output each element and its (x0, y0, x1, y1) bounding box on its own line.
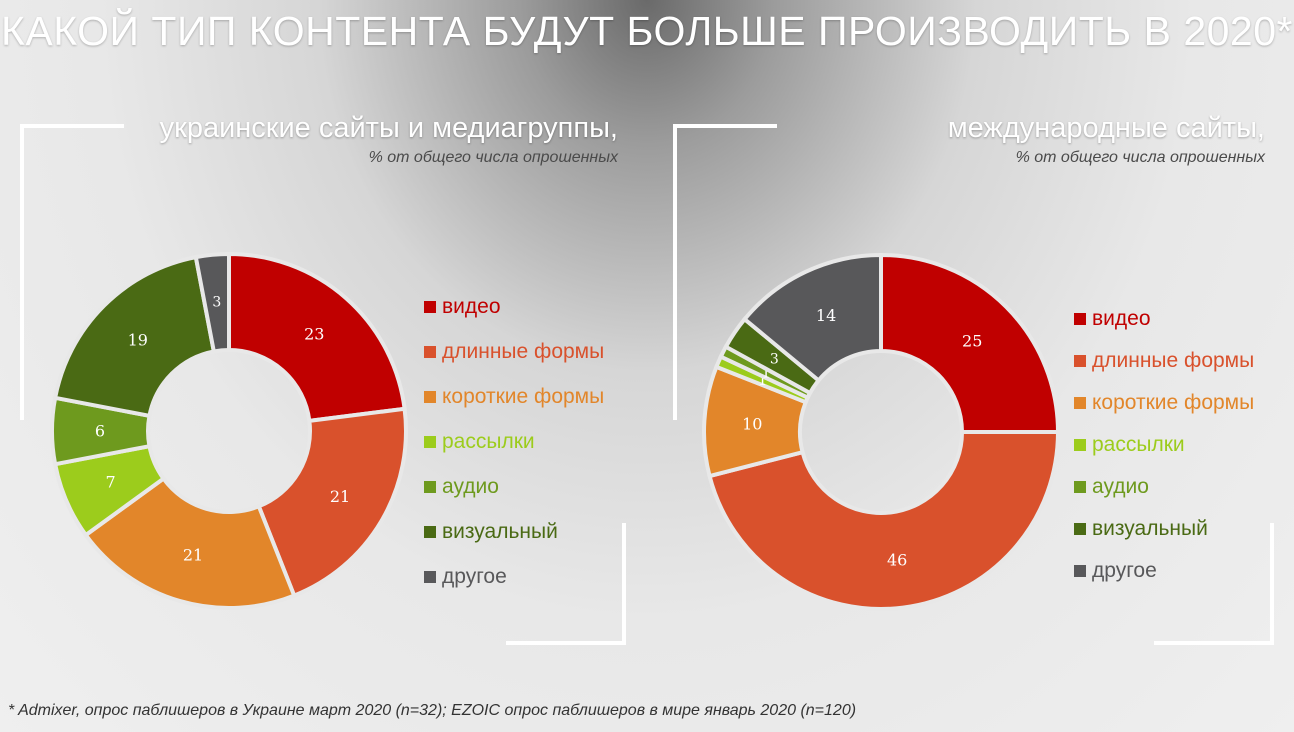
legend-label: рассылки (1092, 433, 1185, 456)
legend-swatch (1074, 397, 1086, 409)
slice-long-form (707, 430, 1061, 611)
legend-item-video: видео (424, 284, 604, 329)
data-label-audio: 6 (95, 422, 105, 441)
legend-label: длинные формы (1092, 349, 1255, 372)
data-label-short-form: 10 (742, 414, 762, 433)
slice-long-form (256, 406, 408, 599)
chart-title: международные сайты, (947, 112, 1265, 144)
legend-label: визуальный (442, 519, 558, 543)
page-title: КАКОЙ ТИП КОНТЕНТА БУДУТ БОЛЬШЕ ПРОИЗВОД… (1, 8, 1293, 54)
data-label-long-form: 21 (330, 487, 350, 506)
legend-swatch (1074, 523, 1086, 535)
legend-item-audio: аудио (424, 464, 604, 509)
legend-swatch (424, 480, 436, 493)
legend-swatch (424, 390, 436, 403)
legend-label: рассылки (442, 429, 535, 453)
slice-short-form (83, 475, 297, 610)
legend-label: другое (1092, 559, 1157, 582)
legend-item-video: видео (1074, 298, 1254, 340)
data-label-short-form: 21 (183, 545, 203, 564)
frame-corner-bottom-right (506, 523, 626, 645)
data-label-other: 14 (816, 306, 836, 325)
slice-visual (52, 254, 217, 419)
donut-chart-international: 25 46 10 113 14 (702, 252, 1061, 611)
legend-label: другое (442, 564, 507, 588)
data-label-video: 23 (304, 325, 324, 344)
slice-other (193, 251, 231, 354)
data-label-video: 25 (962, 331, 982, 350)
frame-corner-top-left (20, 124, 124, 420)
data-label-newsletters: 1 (758, 373, 767, 389)
footnote: * Admixer, опрос паблишеров в Украине ма… (8, 702, 857, 719)
chart-subtitle: % от общего числа опрошенных (1015, 149, 1265, 166)
chart-header-international: международные сайты, % от общего числа о… (780, 112, 1265, 167)
legend-swatch (424, 300, 436, 313)
legend-swatch (1074, 481, 1086, 493)
data-label-other: 3 (212, 295, 221, 311)
legend-item-short-form: короткие формы (424, 374, 604, 419)
legend-item-other: другое (424, 554, 604, 599)
legend-label: короткие формы (442, 384, 605, 408)
legend-label: видео (1092, 307, 1151, 330)
legend-swatch (424, 525, 436, 538)
data-label-visual: 3 (770, 351, 779, 367)
data-label-long-form: 46 (887, 550, 907, 569)
legend-swatch (424, 345, 436, 358)
chart-legend: видео длинные формы короткие формы рассылки… (424, 284, 604, 599)
legend-label: аудио (442, 474, 499, 498)
legend-item-audio: аудио (1074, 466, 1254, 508)
legend-label: аудио (1092, 475, 1149, 498)
legend-label: короткие формы (1092, 391, 1255, 414)
legend-item-short-form: короткие формы (1074, 382, 1254, 424)
legend-swatch (1074, 355, 1086, 367)
data-label-audio: 1 (762, 365, 771, 381)
legend-label: длинные формы (442, 339, 605, 363)
legend-item-visual: визуальный (424, 509, 604, 554)
legend-item-newsletters: рассылки (424, 419, 604, 464)
chart-legend: видео длинные формы короткие формы рассылки… (1074, 298, 1254, 592)
legend-label: визуальный (1092, 517, 1208, 540)
legend-item-other: другое (1074, 550, 1254, 592)
chart-title: украинские сайты и медиагруппы, (159, 112, 618, 144)
chart-subtitle: % от общего числа опрошенных (368, 149, 618, 166)
legend-swatch (424, 435, 436, 448)
donut-chart-ukraine: 23 21 21 7 6 19 3 (50, 251, 408, 610)
legend-swatch (424, 570, 436, 583)
legend-swatch (1074, 565, 1086, 577)
data-label-visual: 19 (128, 330, 148, 349)
legend-item-long-form: длинные формы (424, 329, 604, 374)
slice-video (879, 252, 1061, 434)
legend-item-visual: визуальный (1074, 508, 1254, 550)
legend-swatch (1074, 439, 1086, 451)
frame-corner-top-left (673, 124, 777, 420)
frame-corner-bottom-right (1154, 523, 1274, 645)
slice-other (741, 252, 883, 384)
chart-header-ukraine: украинские сайты и медиагруппы, % от общ… (120, 112, 618, 167)
legend-item-newsletters: рассылки (1074, 424, 1254, 466)
legend-swatch (1074, 313, 1086, 325)
legend-label: видео (442, 294, 501, 318)
data-label-newsletters: 7 (106, 473, 116, 492)
slice-video (227, 251, 407, 424)
legend-item-long-form: длинные формы (1074, 340, 1254, 382)
